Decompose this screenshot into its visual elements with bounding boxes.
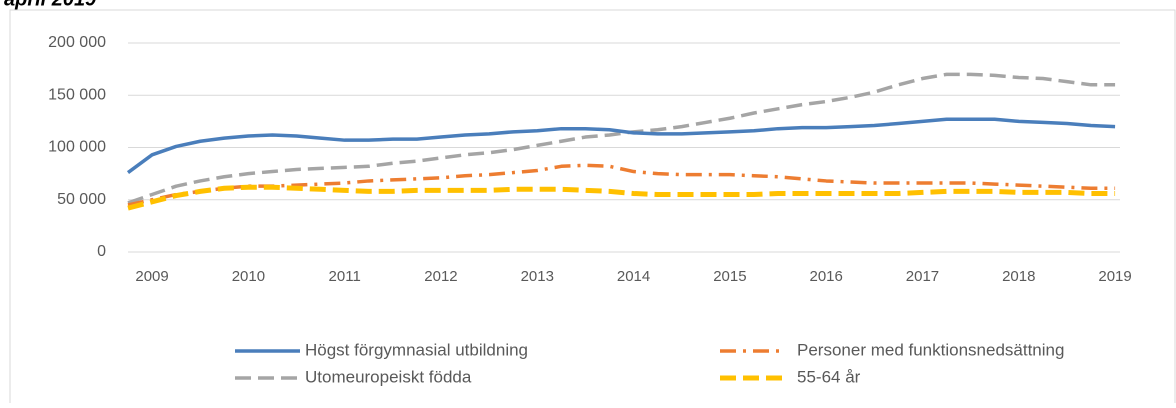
legend-label: Personer med funktionsnedsättning [797,340,1064,359]
x-tick-label: 2014 [617,268,650,285]
y-tick-label: 0 [97,243,106,260]
y-tick-label: 200 000 [48,34,106,51]
legend-label: Högst förgymnasial utbildning [305,340,528,359]
series-line [127,163,1116,207]
x-tick-label: 2015 [713,268,746,285]
x-tick-label: 2010 [232,268,265,285]
y-tick-label: 150 000 [48,86,106,103]
x-tick-label: 2012 [424,268,457,285]
legend-label: 55-64 år [797,367,861,386]
legend-label: Utomeuropeiskt födda [305,367,472,386]
x-tick-label: 2019 [1098,268,1131,285]
series-line [127,72,1116,205]
x-tick-label: 2009 [135,268,168,285]
y-tick-label: 50 000 [57,191,106,208]
y-tick-label: 100 000 [48,139,106,156]
x-tick-label: 2017 [906,268,939,285]
x-tick-label: 2018 [1002,268,1035,285]
chart-title: april 2019 [4,0,97,10]
x-tick-label: 2016 [809,268,842,285]
series-line [127,184,1116,211]
series-line [126,117,1116,174]
x-tick-label: 2011 [329,268,361,285]
x-tick-label: 2013 [521,268,554,285]
